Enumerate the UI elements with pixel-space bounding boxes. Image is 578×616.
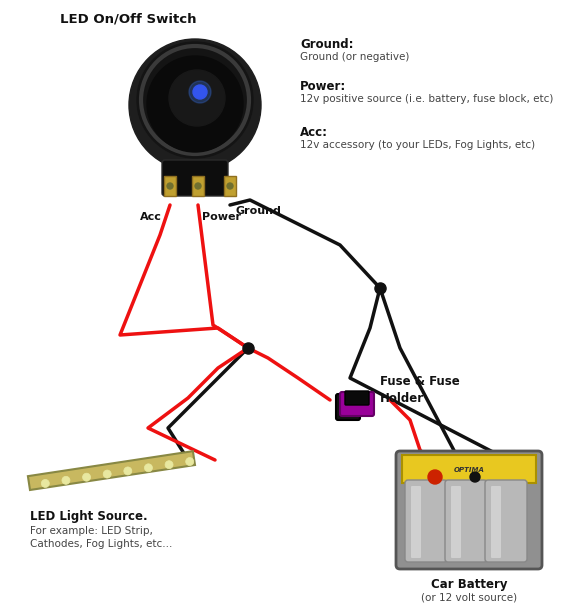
FancyBboxPatch shape — [340, 392, 374, 416]
Text: Car Battery: Car Battery — [431, 578, 507, 591]
Circle shape — [227, 183, 233, 189]
Text: LED Light Source.: LED Light Source. — [30, 510, 147, 523]
FancyBboxPatch shape — [402, 455, 536, 483]
FancyBboxPatch shape — [411, 486, 421, 558]
FancyBboxPatch shape — [345, 391, 369, 405]
Text: Ground (or negative): Ground (or negative) — [300, 52, 409, 62]
Text: OPTIMA: OPTIMA — [454, 467, 484, 473]
FancyBboxPatch shape — [405, 480, 447, 562]
Circle shape — [129, 39, 261, 171]
Text: (or 12 volt source): (or 12 volt source) — [421, 592, 517, 602]
FancyBboxPatch shape — [491, 486, 501, 558]
Text: Fuse & Fuse
Holder: Fuse & Fuse Holder — [380, 375, 460, 405]
Circle shape — [189, 81, 211, 103]
Circle shape — [124, 467, 132, 475]
Circle shape — [470, 472, 480, 482]
Circle shape — [62, 476, 70, 484]
FancyBboxPatch shape — [28, 451, 195, 490]
Circle shape — [165, 461, 173, 469]
Text: Power:: Power: — [300, 80, 346, 93]
Circle shape — [193, 85, 207, 99]
Circle shape — [428, 470, 442, 484]
Text: LED On/Off Switch: LED On/Off Switch — [60, 12, 197, 25]
Circle shape — [167, 183, 173, 189]
Text: Ground: Ground — [236, 206, 282, 216]
Text: Power: Power — [202, 212, 241, 222]
Text: For example: LED Strip,
Cathodes, Fog Lights, etc...: For example: LED Strip, Cathodes, Fog Li… — [30, 526, 172, 549]
Text: 12v accessory (to your LEDs, Fog Lights, etc): 12v accessory (to your LEDs, Fog Lights,… — [300, 140, 535, 150]
Circle shape — [147, 56, 243, 152]
Circle shape — [137, 42, 253, 158]
Circle shape — [144, 464, 153, 472]
Text: Acc:: Acc: — [300, 126, 328, 139]
Circle shape — [83, 473, 91, 481]
Circle shape — [103, 470, 111, 478]
Text: 12v positive source (i.e. battery, fuse block, etc): 12v positive source (i.e. battery, fuse … — [300, 94, 553, 104]
Circle shape — [169, 70, 225, 126]
FancyBboxPatch shape — [336, 394, 360, 420]
FancyBboxPatch shape — [164, 176, 176, 196]
FancyBboxPatch shape — [396, 451, 542, 569]
FancyBboxPatch shape — [451, 486, 461, 558]
FancyBboxPatch shape — [192, 176, 204, 196]
FancyBboxPatch shape — [445, 480, 487, 562]
FancyBboxPatch shape — [485, 480, 527, 562]
FancyBboxPatch shape — [162, 160, 228, 196]
Circle shape — [186, 458, 194, 466]
Circle shape — [195, 183, 201, 189]
Text: Ground:: Ground: — [300, 38, 354, 51]
Circle shape — [41, 479, 49, 487]
Text: Acc: Acc — [140, 212, 162, 222]
FancyBboxPatch shape — [224, 176, 236, 196]
